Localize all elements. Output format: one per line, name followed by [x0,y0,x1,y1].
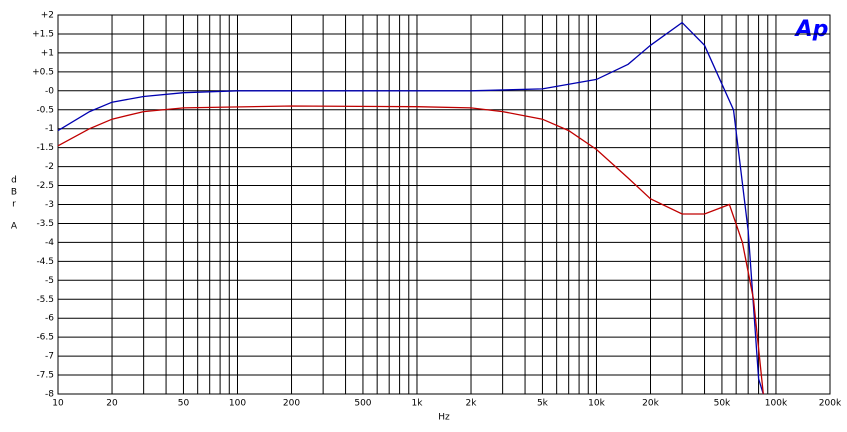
y-axis-label: d [11,176,17,186]
y-tick-label: -2 [45,162,54,172]
y-tick-label: -7.5 [36,371,54,381]
x-tick-label: 100 [229,399,246,409]
y-tick-label: +2 [41,11,54,21]
plot-border [57,14,831,395]
series-line [57,21,764,395]
x-axis-label: Hz [438,413,450,423]
y-tick-label: +1.5 [32,29,54,39]
y-axis-label: B [11,188,17,198]
y-tick-label: +1 [41,48,54,58]
y-tick-label: -6 [45,314,54,324]
y-tick-label: -3.5 [36,219,54,229]
y-tick-label: -1 [45,124,54,134]
x-tick-label: 20 [106,399,118,409]
y-axis-label: r [12,200,16,210]
x-tick-label: 50k [714,399,731,409]
x-tick-label: 200 [283,399,300,409]
x-tick-label: 2k [466,399,478,409]
y-tick-label: -6.5 [36,333,54,343]
y-tick-label: -8 [45,390,54,400]
y-tick-label: -7 [45,352,54,362]
x-tick-label: 200k [819,399,842,409]
y-tick-label: -4.5 [36,257,54,267]
x-tick-label: 10k [588,399,605,409]
y-tick-label: -0 [45,86,54,96]
x-tick-label: 500 [354,399,371,409]
logo: Ap [794,17,829,42]
y-tick-label: -0.5 [36,105,54,115]
x-tick-label: 20k [642,399,659,409]
y-tick-label: +0.5 [32,67,54,77]
x-tick-label: 50 [178,399,190,409]
x-tick-label: 100k [765,399,788,409]
y-tick-label: -5 [45,276,54,286]
y-tick-label: -5.5 [36,295,54,305]
y-tick-label: -4 [45,238,54,248]
y-tick-label: -3 [45,200,54,210]
y-tick-label: -2.5 [36,181,54,191]
y-axis-label: A [11,222,18,232]
y-tick-label: -1.5 [36,143,54,153]
x-tick-label: 1k [412,399,424,409]
series-line [57,105,764,395]
x-tick-label: 5k [537,399,549,409]
x-tick-label: 10 [52,399,64,409]
